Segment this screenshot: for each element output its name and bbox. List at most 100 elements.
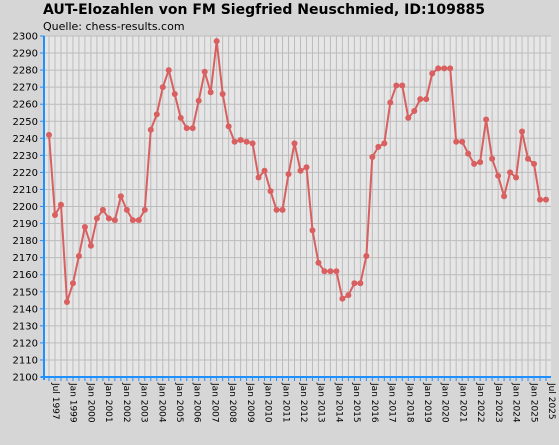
chart-title: AUT-Elozahlen von FM Siegfried Neuschmie… — [43, 2, 486, 18]
data-point — [459, 138, 466, 145]
y-tick-label: 2260 — [13, 100, 38, 111]
data-point — [75, 252, 82, 259]
x-tick-label: Jan 1999 — [68, 382, 78, 423]
data-point — [495, 172, 502, 179]
data-point — [261, 167, 268, 174]
data-point — [99, 206, 106, 213]
x-tick-label: Jan 2005 — [174, 382, 184, 423]
y-tick-label: 2110 — [13, 355, 38, 366]
data-point — [87, 242, 94, 249]
x-tick-label: Jan 2023 — [493, 382, 503, 423]
data-point — [93, 215, 100, 222]
x-tick-label: Jan 2022 — [475, 382, 485, 423]
y-tick-label: 2280 — [13, 66, 38, 77]
x-tick-label: Jan 2000 — [85, 382, 95, 423]
data-point — [159, 84, 166, 91]
x-axis-tick-labels: Jul 1997 Jan 1999 Jan 2000 Jan 2001 Jan 2002… — [50, 382, 556, 423]
y-tick-label: 2200 — [13, 202, 38, 213]
data-point — [105, 215, 112, 222]
y-tick-label: 2170 — [13, 253, 38, 264]
x-tick-label: Jan 2014 — [333, 382, 343, 423]
data-point — [237, 137, 244, 144]
x-tick-label: Jan 2009 — [245, 382, 255, 423]
data-point — [519, 128, 526, 135]
x-tick-label: Jan 2020 — [440, 382, 450, 423]
data-point — [381, 140, 388, 147]
data-point — [447, 65, 454, 72]
data-point — [327, 268, 334, 275]
x-tick-label: Jul 2025 — [546, 382, 556, 420]
y-tick-label: 2150 — [13, 287, 38, 298]
data-point — [345, 292, 352, 299]
data-point — [135, 217, 142, 224]
x-tick-label: Jan 2017 — [387, 382, 397, 423]
data-point — [225, 123, 232, 130]
y-tick-label: 2270 — [13, 83, 38, 94]
x-tick-label: Jan 2008 — [227, 382, 237, 423]
x-tick-label: Jan 2011 — [280, 382, 290, 423]
x-tick-label: Jan 2013 — [316, 382, 326, 423]
data-point — [297, 167, 304, 174]
horizontal-gridlines — [44, 35, 551, 378]
chart-subtitle: Quelle: chess-results.com — [43, 20, 185, 33]
data-point — [69, 280, 76, 287]
data-point — [165, 67, 172, 74]
data-point — [291, 140, 298, 147]
data-point — [231, 138, 238, 145]
data-point — [183, 125, 190, 132]
data-point — [489, 155, 496, 162]
data-point — [453, 138, 460, 145]
data-point — [501, 193, 508, 200]
data-point — [351, 280, 358, 287]
data-point — [513, 174, 520, 181]
x-tick-label: Jan 2004 — [156, 382, 166, 423]
data-point — [477, 159, 484, 166]
y-tick-label: 2190 — [13, 219, 38, 230]
x-tick-label: Jan 2018 — [404, 382, 414, 423]
y-tick-label: 2160 — [13, 270, 38, 281]
data-point — [423, 96, 430, 103]
y-tick-label: 2250 — [13, 117, 38, 128]
y-tick-label: 2230 — [13, 151, 38, 162]
x-tick-label: Jan 2002 — [121, 382, 131, 423]
x-tick-label: Jan 2025 — [528, 382, 538, 423]
data-point — [525, 155, 532, 162]
axes — [40, 35, 551, 381]
data-point — [537, 196, 544, 203]
data-point — [51, 212, 58, 219]
data-point — [123, 206, 130, 213]
data-point — [321, 268, 328, 275]
y-tick-label: 2100 — [13, 373, 38, 384]
data-point — [339, 295, 346, 302]
data-point — [81, 223, 88, 230]
data-point — [465, 150, 472, 157]
x-tick-label: Jan 2006 — [192, 382, 202, 423]
data-point — [417, 96, 424, 103]
data-point — [507, 169, 514, 176]
x-tick-label: Jan 2016 — [369, 382, 379, 423]
data-point — [285, 171, 292, 178]
elo-series — [46, 38, 549, 305]
data-point — [249, 140, 256, 147]
data-point — [441, 65, 448, 72]
data-point — [189, 125, 196, 132]
x-tick-label: Jan 2007 — [209, 382, 219, 423]
x-tick-label: Jan 2024 — [511, 382, 521, 423]
data-point — [171, 90, 178, 97]
x-tick-label: Jan 2015 — [351, 382, 361, 423]
data-point — [471, 160, 478, 167]
x-tick-label: Jan 2010 — [263, 382, 273, 423]
data-point — [153, 111, 160, 118]
x-tick-label: Jul 1997 — [50, 382, 60, 420]
y-tick-label: 2130 — [13, 321, 38, 332]
data-point — [273, 206, 280, 213]
data-point — [405, 114, 412, 121]
x-tick-label: Jan 2021 — [457, 382, 467, 423]
y-tick-label: 2180 — [13, 236, 38, 247]
data-point — [303, 164, 310, 171]
data-point — [111, 217, 118, 224]
data-point — [369, 154, 376, 161]
y-tick-label: 2140 — [13, 304, 38, 315]
data-point — [411, 108, 418, 115]
data-point — [177, 114, 184, 121]
